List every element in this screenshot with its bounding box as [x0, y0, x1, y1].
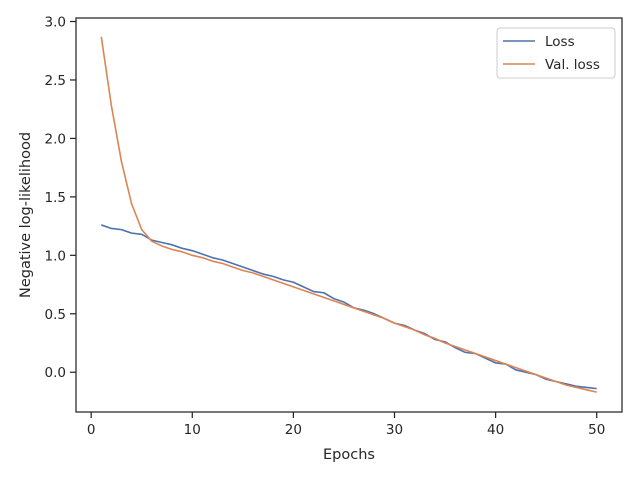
legend: Loss Val. loss: [496, 27, 616, 79]
y-tick-label: 2.0: [45, 131, 66, 147]
legend-label-loss: Loss: [545, 34, 575, 50]
series-line-loss: [101, 224, 597, 390]
x-tick-label: 40: [487, 422, 504, 438]
y-tick-label: 1.5: [45, 190, 66, 206]
x-tick-label: 0: [87, 422, 96, 438]
x-tick-label: 30: [386, 422, 403, 438]
legend-label-val-loss: Val. loss: [545, 57, 600, 73]
axis-ticks: 0 10 20 30 40 50 0.0 0.5 1.0 1.5 2.0 2.5 3.0: [45, 15, 606, 438]
series-line-val-loss: [100, 36, 597, 393]
y-tick-label: 1.0: [45, 248, 66, 264]
x-axis-label: Epochs: [323, 447, 375, 463]
y-tick-label: 0.0: [45, 365, 66, 381]
y-tick-label: 3.0: [45, 15, 66, 31]
x-tick-label: 20: [285, 422, 302, 438]
x-tick-label: 10: [184, 422, 201, 438]
plot-frame: [75, 17, 623, 413]
x-tick-label: 50: [588, 422, 605, 438]
plot-series: [100, 36, 597, 393]
y-tick-label: 0.5: [45, 307, 66, 323]
y-tick-label: 2.5: [45, 73, 66, 89]
y-axis-label: Negative log-likelihood: [18, 132, 34, 298]
